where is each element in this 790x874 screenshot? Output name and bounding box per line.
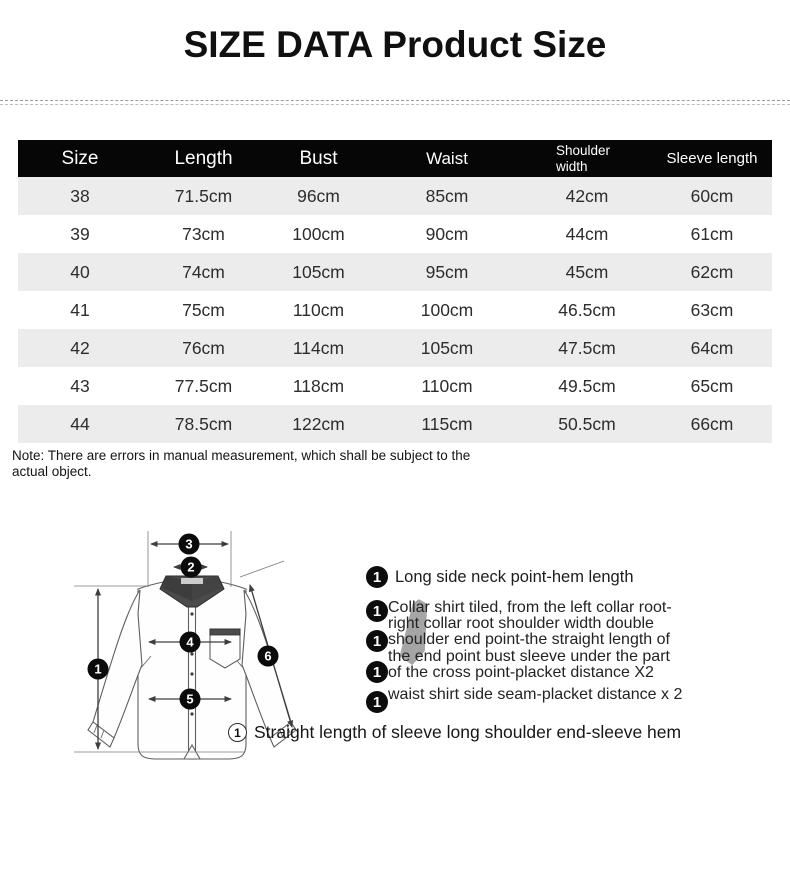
- legend-item-1: Long side neck point-hem length: [395, 568, 634, 586]
- paragraph-line: shoulder end point-the straight length o…: [388, 631, 670, 649]
- cell-bust: 110cm: [292, 299, 345, 320]
- marker-3-circle: [178, 533, 200, 555]
- table-row: 38 71.5cm 96cm 85cm 42cm 60cm: [18, 177, 772, 215]
- cell-bust: 118cm: [292, 375, 345, 396]
- marker-6-circle: [257, 645, 279, 667]
- cell-sleeve: 65cm: [690, 375, 734, 396]
- header-cell-bust: Bust: [299, 147, 338, 169]
- table-row: 44 78.5cm 122cm 115cm 50.5cm 66cm: [18, 405, 772, 443]
- marker-5-circle: [179, 688, 201, 710]
- cell-length: 74cm: [182, 261, 225, 282]
- cell-bust: 122cm: [292, 413, 345, 434]
- cell-length: 76cm: [182, 337, 225, 358]
- table-header-row: Size Length Bust Waist Shoulder width Sl…: [18, 140, 772, 177]
- cell-waist: 95cm: [425, 261, 469, 282]
- cell-bust: 114cm: [292, 337, 345, 358]
- cell-shoulder: 42cm: [565, 185, 609, 206]
- legend-bullet-icon: 1: [366, 630, 388, 652]
- header-cell-shoulder-width: Shoulder width: [522, 143, 652, 174]
- cell-waist: 90cm: [425, 223, 469, 244]
- cell-shoulder: 44cm: [565, 223, 609, 244]
- marker-4-circle: [179, 631, 201, 653]
- cell-size: 41: [70, 299, 90, 320]
- cell-size: 42: [70, 337, 90, 358]
- header-cell-length: Length: [174, 147, 233, 169]
- marker-1: 1: [94, 662, 101, 677]
- cell-length: 75cm: [182, 299, 225, 320]
- cell-shoulder: 46.5cm: [558, 299, 616, 320]
- measure-guides: [74, 531, 285, 753]
- cell-waist: 115cm: [421, 413, 473, 434]
- marker-4: 4: [186, 635, 194, 650]
- cell-waist: 105cm: [420, 337, 474, 358]
- header-cell-waist: Waist: [426, 148, 468, 168]
- cell-shoulder: 45cm: [565, 261, 609, 282]
- header-cell-shoulder-width-label: Shoulder width: [556, 142, 611, 174]
- cell-sleeve: 66cm: [690, 413, 734, 434]
- header-cell-size: Size: [61, 147, 99, 169]
- marker-3: 3: [185, 537, 192, 552]
- cell-waist: 100cm: [420, 299, 474, 320]
- cell-size: 40: [70, 261, 90, 282]
- cell-shoulder: 49.5cm: [558, 375, 616, 396]
- cell-size: 44: [70, 413, 90, 434]
- paragraph-line: of the cross point-placket distance X2: [388, 663, 654, 681]
- paragraph-line: right collar root shoulder width double: [388, 615, 654, 633]
- shirt-pocket: [209, 628, 241, 669]
- paragraph-line: waist shirt side seam-placket distance x…: [388, 686, 683, 704]
- cell-size: 38: [70, 185, 90, 206]
- cell-length: 77.5cm: [174, 375, 233, 396]
- cell-bust: 96cm: [297, 185, 340, 206]
- note-line-1: Note: There are errors in manual measure…: [12, 448, 471, 463]
- cell-size: 39: [70, 223, 90, 244]
- legend-bullet-icon: 1: [366, 566, 388, 588]
- legend-paragraph: Collar shirt tiled, from the left collar…: [388, 599, 740, 704]
- table-row: 40 74cm 105cm 95cm 45cm 62cm: [18, 253, 772, 291]
- header-cell-sleeve-length: Sleeve length: [666, 150, 758, 167]
- table-row: 43 77.5cm 118cm 110cm 49.5cm 65cm: [18, 367, 772, 405]
- cell-bust: 100cm: [292, 223, 345, 244]
- page-title: SIZE DATA Product Size: [183, 24, 607, 65]
- legend-bullet-icon: 1: [366, 600, 388, 622]
- marker-2-circle: [180, 556, 202, 578]
- cell-sleeve: 61cm: [690, 223, 734, 244]
- table-row: 42 76cm 114cm 105cm 47.5cm 64cm: [18, 329, 772, 367]
- cell-sleeve: 63cm: [690, 299, 734, 320]
- note-text: Note: There are errors in manual measure…: [12, 448, 572, 480]
- footnote-bullet-icon: 1: [228, 723, 247, 742]
- cell-sleeve: 62cm: [690, 261, 734, 282]
- footnote-text: Straight length of sleeve long shoulder …: [254, 722, 682, 742]
- legend-bullet-icon: 1: [366, 661, 388, 683]
- cell-waist: 85cm: [425, 185, 469, 206]
- cell-sleeve: 60cm: [690, 185, 734, 206]
- cell-sleeve: 64cm: [690, 337, 734, 358]
- table-row: 41 75cm 110cm 100cm 46.5cm 63cm: [18, 291, 772, 329]
- paragraph-line: the end point bust sleeve under the part: [388, 647, 670, 665]
- diagram-markers: 1 2 3 4 5 6: [87, 533, 279, 710]
- footnote: 1 Straight length of sleeve long shoulde…: [228, 722, 681, 743]
- marker-5: 5: [186, 692, 193, 707]
- cell-waist: 110cm: [421, 375, 473, 396]
- cell-size: 43: [70, 375, 90, 396]
- cell-shoulder: 50.5cm: [558, 413, 616, 434]
- crease-left: [139, 655, 152, 670]
- cell-bust: 105cm: [292, 261, 345, 282]
- paragraph-line: Collar shirt tiled, from the left collar…: [388, 599, 672, 616]
- marker-6: 6: [264, 649, 271, 664]
- note-line-2: actual object.: [12, 464, 92, 479]
- cell-length: 71.5cm: [174, 185, 233, 206]
- marker-1-circle: [87, 658, 109, 680]
- shirt-collar: [159, 575, 225, 608]
- shirt-sleeve-left: [87, 589, 143, 748]
- marker-2: 2: [187, 560, 194, 575]
- shirt-diagram: 1 2 3 4 5 6: [74, 531, 297, 760]
- legend-bullet-icon: 1: [366, 691, 388, 713]
- cell-length: 78.5cm: [174, 413, 233, 434]
- dashed-divider: [0, 100, 790, 105]
- size-table: Size Length Bust Waist Shoulder width Sl…: [18, 140, 772, 443]
- cell-length: 73cm: [182, 223, 225, 244]
- cell-shoulder: 47.5cm: [558, 337, 616, 358]
- table-row: 39 73cm 100cm 90cm 44cm 61cm: [18, 215, 772, 253]
